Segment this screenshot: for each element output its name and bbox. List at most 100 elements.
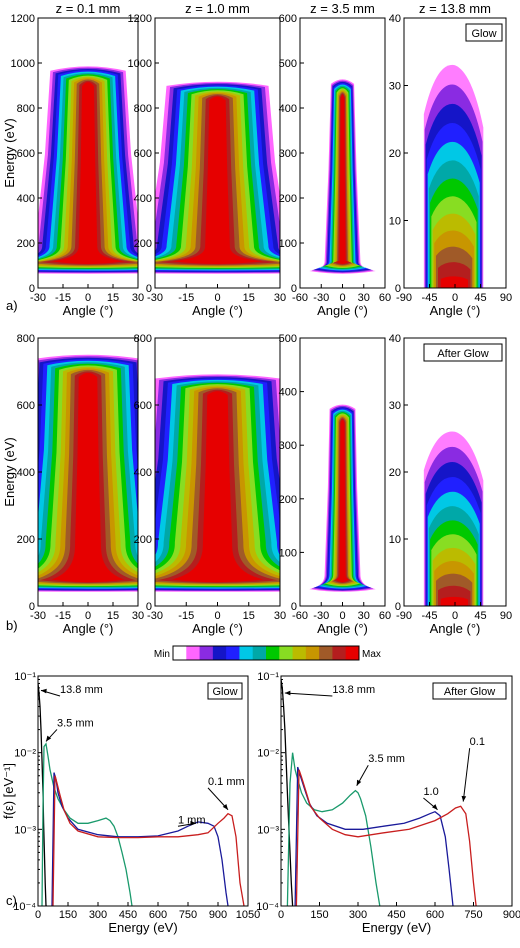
annotation-arrowhead [190,820,196,826]
x-tick-label: 15 [243,292,255,304]
x-tick-label: 90 [500,610,512,622]
x-tick-label: 15 [107,610,119,622]
x-axis-label: Angle (°) [192,621,243,636]
x-tick-label: 0 [339,292,345,304]
annotation-label: 1.0 [423,786,438,798]
inset-label-box [207,682,243,700]
x-tick-label: 450 [119,909,137,921]
y-tick-label: 400 [134,193,152,205]
x-tick-label: -30 [147,610,163,622]
line-panels: 0 150 300 450 600 750 900 105010⁻⁴10⁻³10⁻²10⁻¹E… [1,671,520,935]
series-line-3 [52,775,245,906]
x-tick-label: 0 [85,610,91,622]
series-line-0 [281,679,294,906]
panel-letter-b: b) [6,618,18,633]
y-tick-label: 400 [134,467,152,479]
colorbar-swatch [305,646,320,660]
inset-label-box [423,343,503,362]
y-tick-label: 500 [279,58,297,70]
heatmap-a4: -90 -45 0 45 90 0 10 20 30 40 Angle (°) z = 13.8 mm… [389,1,512,318]
y-tick-label: 400 [279,103,297,115]
x-tick-label: -45 [422,610,438,622]
x-tick-label: 30 [358,292,370,304]
annotation-arrowhead [432,804,438,810]
colorbar-max-label: Max [362,649,381,660]
y-tick-label: 0 [29,283,35,295]
annotation-arrowhead [46,735,52,742]
panel-letters: a) b) c) [6,298,18,908]
x-tick-label: -90 [396,292,412,304]
annotation-label: 1 mm [178,814,206,826]
inset-label: After Glow [444,686,495,698]
annotation-arrowhead [222,803,228,810]
y-tick-label: 10⁻² [257,748,279,760]
colorbar-min-label: Min [154,649,170,660]
x-tick-label: 0 [452,292,458,304]
y-tick-label: 800 [17,103,35,115]
annotation-label: 0.1 mm [208,776,245,788]
x-tick-label: 15 [107,292,119,304]
panel-letter-c: c) [6,893,17,908]
heatmap-contour-b2 [171,391,264,583]
y-tick-label: 500 [279,333,297,345]
x-tick-label: 90 [500,292,512,304]
x-tick-label: 30 [132,610,144,622]
series-line-2 [294,766,454,906]
x-tick-label: 30 [274,292,286,304]
y-tick-label: 100 [279,547,297,559]
y-tick-label: 600 [17,400,35,412]
x-tick-label: 150 [310,909,328,921]
y-tick-label: 200 [17,534,35,546]
y-tick-label: 600 [134,400,152,412]
y-tick-label: 40 [389,13,401,25]
panel-title: z = 0.1 mm [56,1,121,16]
x-tick-label: -15 [55,610,71,622]
y-tick-label: 10⁻² [14,748,36,760]
colorbar-swatch [173,646,187,660]
y-tick-label: 10 [389,534,401,546]
panel-title: z = 1.0 mm [185,1,250,16]
x-axis-label: Angle (°) [317,621,368,636]
y-tick-label: 0 [395,601,401,613]
x-tick-label: 0 [35,909,41,921]
y-tick-label: 0 [29,601,35,613]
y-tick-label: 400 [17,467,35,479]
heatmap-contour-b3 [336,419,349,583]
y-tick-label: 300 [279,440,297,452]
y-tick-label: 600 [17,148,35,160]
x-axis-label: Energy (eV) [108,920,177,935]
x-tick-label: 0 [85,292,91,304]
colorbar-swatch [186,646,201,660]
y-tick-label: 30 [389,400,401,412]
y-tick-label: 100 [279,238,297,250]
colorbar-swatch [252,646,267,660]
x-tick-label: -60 [292,292,308,304]
y-tick-label: 200 [17,238,35,250]
x-tick-label: -90 [396,610,412,622]
x-tick-label: 150 [59,909,77,921]
x-tick-label: 750 [464,909,482,921]
x-tick-label: 600 [426,909,444,921]
colorbar-swatch [292,646,307,660]
colorbar-swatch [239,646,254,660]
y-tick-label: 0 [146,283,152,295]
x-tick-label: 0 [214,292,220,304]
series-line-2 [51,772,229,906]
annotation-arrowhead [461,795,467,802]
inset-label: Glow [471,28,496,40]
annotation-arrow [462,748,471,802]
annotation-label: 0.1 [470,736,485,748]
x-tick-label: -15 [178,292,194,304]
x-tick-label: -30 [313,292,329,304]
heatmap-contour-b1 [51,372,125,583]
x-tick-label: 450 [387,909,405,921]
heatmap-contour-a1 [51,82,125,264]
y-tick-label: 0 [395,283,401,295]
series-line-1 [41,742,133,906]
x-axis-label: Angle (°) [63,303,114,318]
y-tick-label: 0 [146,601,152,613]
x-tick-label: 30 [358,610,370,622]
inset-label: After Glow [437,348,488,360]
y-tick-label: 10 [389,216,401,228]
